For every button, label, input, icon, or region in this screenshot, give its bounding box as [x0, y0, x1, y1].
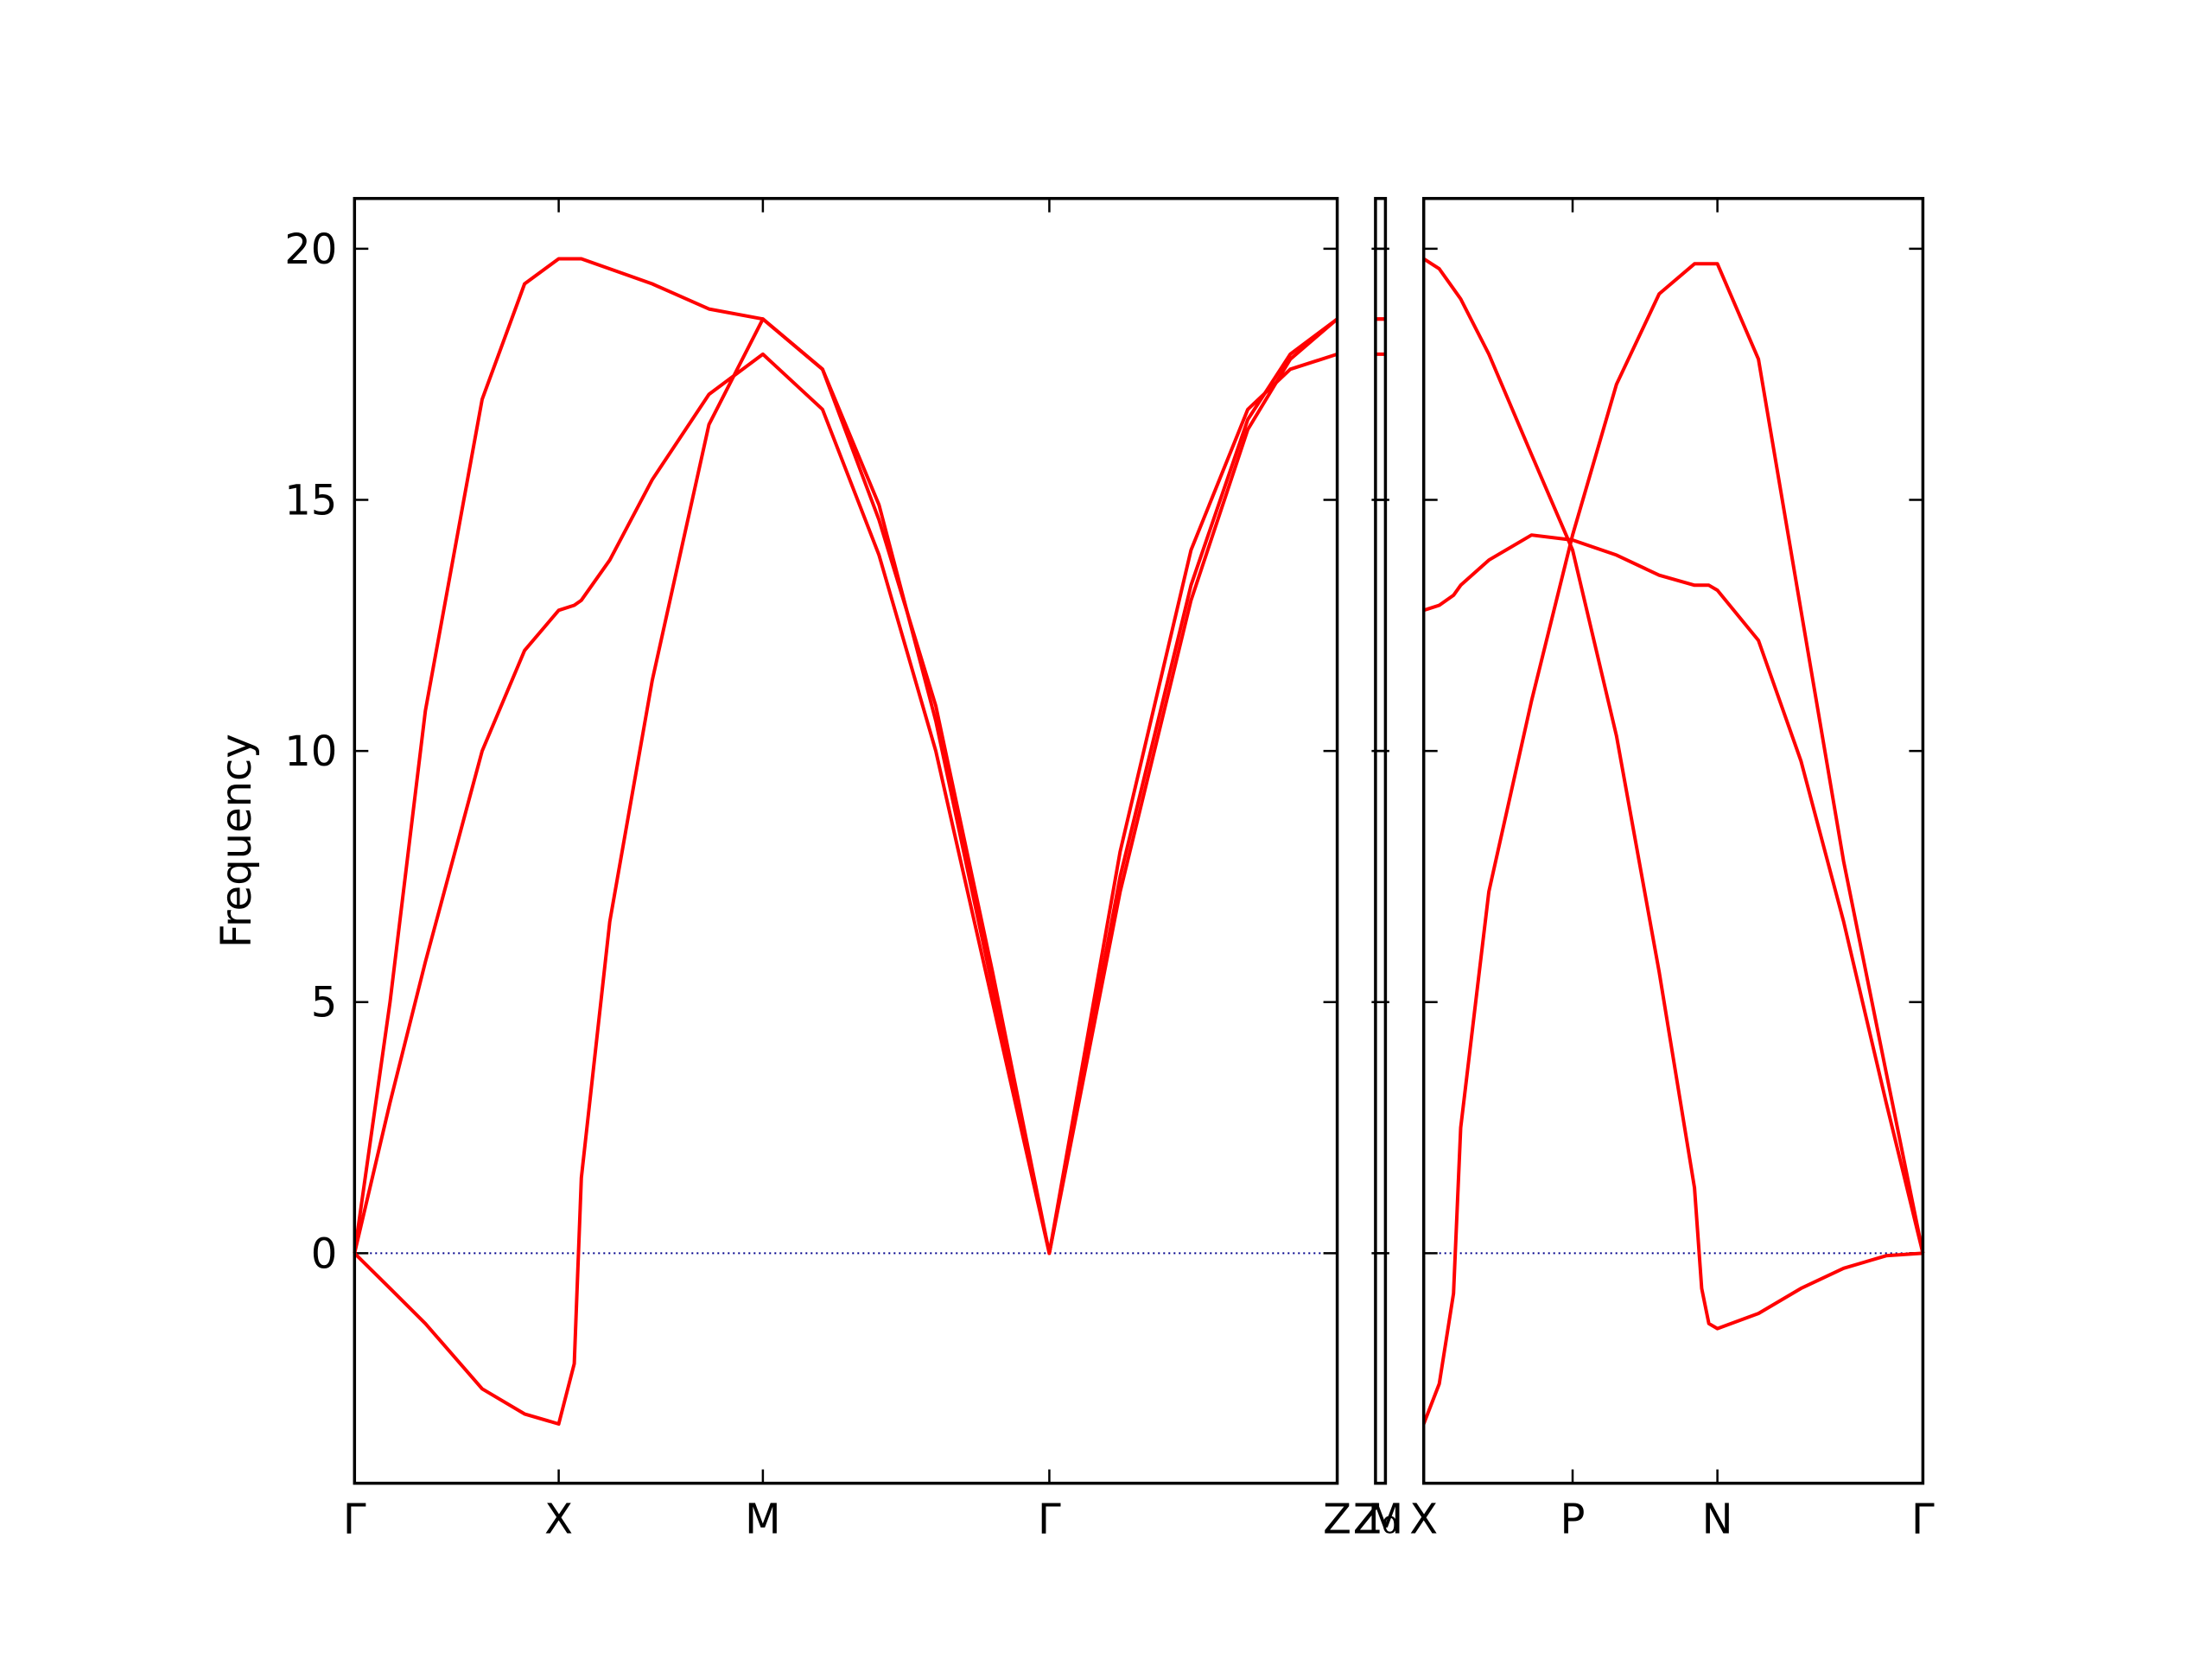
x-tick-label: Γ: [343, 1496, 366, 1544]
x-tick-label: Z: [1323, 1496, 1351, 1544]
y-tick-label: 20: [284, 226, 337, 274]
x-tick-label: P: [1560, 1496, 1586, 1544]
x-tick-label: X: [544, 1496, 573, 1544]
y-axis-label: Frequency: [213, 734, 261, 948]
band-line: [353, 257, 1338, 1255]
x-tick-label: X: [1409, 1496, 1438, 1544]
axes-frame: [1421, 196, 1925, 1485]
band-line: [353, 317, 1338, 1426]
y-tick-label: 10: [284, 728, 337, 776]
x-tick-label: M: [1368, 1496, 1403, 1544]
x-tick-label: M: [745, 1496, 780, 1544]
band-line: [1421, 262, 1925, 1425]
band-line: [1422, 257, 1923, 1331]
x-tick-label: Γ: [1911, 1496, 1935, 1544]
axes-frame: [1374, 196, 1388, 1485]
band-line: [353, 317, 1338, 1255]
x-tick-label: Γ: [1038, 1496, 1061, 1544]
x-tick-label: N: [1702, 1496, 1733, 1544]
y-tick-label: 15: [284, 476, 337, 524]
x-tick-label: Z₀: [1353, 1496, 1398, 1544]
axes-frame: [353, 196, 1339, 1485]
y-tick-label: 0: [311, 1230, 338, 1278]
band-line: [1423, 533, 1925, 1254]
y-tick-label: 5: [311, 979, 338, 1027]
